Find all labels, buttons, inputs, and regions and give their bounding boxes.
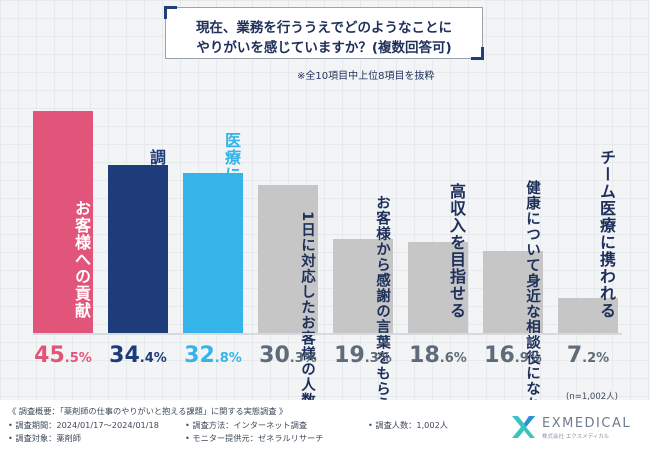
value-integer: 30 — [259, 343, 290, 368]
value-decimal: .6% — [439, 351, 467, 366]
logo-text: EXMEDICAL — [542, 416, 632, 431]
value-integer: 32 — [184, 343, 215, 368]
value-integer: 16 — [484, 343, 515, 368]
value-decimal: .2% — [582, 351, 610, 366]
value-label-3: 32.8% — [175, 345, 251, 367]
value-integer: 19 — [334, 343, 365, 368]
bar-label-line: 健康について身近な — [524, 179, 540, 320]
bar-3 — [183, 173, 243, 333]
bar-label-3: 医療に幅広く貢献できる — [183, 132, 243, 319]
bar-label-7: 健康について身近な 相談役になれる — [483, 180, 543, 428]
value-label-4: 30.3% — [250, 345, 326, 367]
x-logo-icon — [512, 416, 535, 438]
bar-label-line: チーム医療に携われる — [597, 149, 616, 319]
bar-2 — [108, 165, 168, 333]
survey-overview: 《 調査概要：「薬剤師の仕事のやりがいと抱える課題」に関する実態調査 》 — [8, 406, 288, 416]
chart-title-line-1: 現在、業務を行ううえでどのようなことに — [195, 20, 453, 36]
value-decimal: .9% — [514, 351, 542, 366]
sample-size-note: (n=1,002人) — [566, 392, 618, 402]
bar-label-line: お客様の人数 — [299, 314, 315, 408]
chart-subtitle: ※全10項目中上位8項目を抜粋 — [297, 71, 435, 82]
chart-title-box: 現在、業務を行ううえでどのようなことに やりがいを感じていますか？(複数回答可) — [164, 6, 484, 60]
value-decimal: .5% — [64, 351, 92, 366]
survey-provider: • モニター提供元：ゼネラルリサーチ — [185, 433, 324, 443]
bar-label-line: 高収入を目指せる — [447, 183, 466, 319]
company-logo: EXMEDICAL 株式会社 エクスメディカル — [510, 412, 640, 442]
bar-label-line: 調剤スキルが身に付く — [147, 149, 166, 319]
bar-6 — [408, 242, 468, 333]
survey-target: • 調査対象：薬剤師 — [8, 433, 81, 443]
bar-7 — [483, 251, 543, 333]
value-decimal: .3% — [289, 351, 317, 366]
bar-label-1: お客様への貢献 — [33, 200, 93, 319]
value-integer: 7 — [566, 343, 583, 368]
bar-4 — [258, 185, 318, 333]
footer-panel — [0, 400, 650, 450]
bar-label-line: お客様への貢献 — [72, 200, 91, 319]
bar-label-5: お客様から感謝の 言葉をもらえる — [333, 195, 393, 428]
survey-people: • 調査人数：1,002人 — [368, 420, 448, 430]
bar-label-8: チーム医療に携われる — [558, 149, 618, 319]
value-decimal: .8% — [214, 351, 242, 366]
value-label-2: 34.4% — [100, 345, 176, 367]
logo-subtext: 株式会社 エクスメディカル — [542, 434, 610, 440]
survey-period: • 調査期間：2024/01/17～2024/01/18 — [8, 420, 159, 430]
value-decimal: .4% — [139, 351, 167, 366]
value-integer: 45 — [34, 343, 65, 368]
value-decimal: .3% — [364, 351, 392, 366]
value-label-5: 19.3% — [325, 345, 401, 367]
bar-label-4: 1日に対応した お客様の人数 — [258, 211, 318, 408]
value-integer: 34 — [109, 343, 140, 368]
bar-5 — [333, 239, 393, 333]
value-integer: 18 — [409, 343, 440, 368]
bar-label-2: 調剤スキルが身に付く — [108, 149, 168, 319]
bar-label-line: 1日に対応した — [299, 210, 315, 315]
value-label-7: 16.9% — [475, 345, 551, 367]
bar-1 — [33, 111, 93, 333]
bar-label-line: お客様から感謝の — [374, 195, 390, 319]
bar-label-line: 医療に幅広く貢献できる — [222, 132, 241, 319]
value-label-8: 7.2% — [550, 345, 626, 367]
chart-baseline — [33, 333, 622, 335]
survey-method: • 調査方法：インターネット調査 — [185, 420, 308, 430]
bar-8 — [558, 298, 618, 333]
chart-title-line-2: やりがいを感じていますか？(複数回答可) — [196, 40, 452, 56]
bar-label-6: 高収入を目指せる — [408, 183, 468, 319]
value-label-6: 18.6% — [400, 345, 476, 367]
value-label-1: 45.5% — [25, 345, 101, 367]
